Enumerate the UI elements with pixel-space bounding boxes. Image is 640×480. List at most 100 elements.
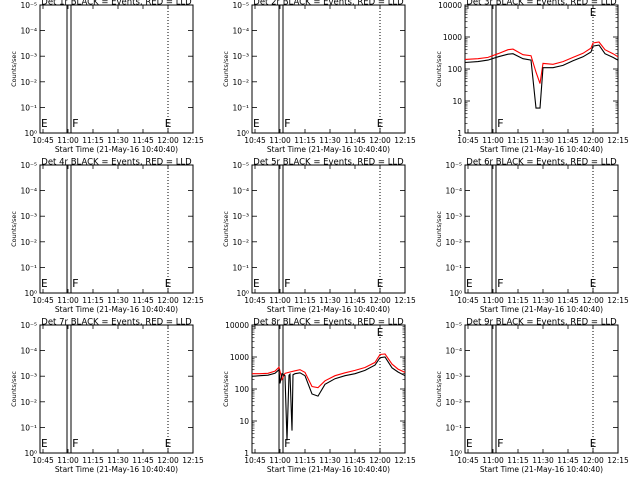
x-tick-label: 11:30 [532,296,554,305]
y-tick-label: 10⁰ [24,289,37,298]
y-axis-label: Counts/sec [10,211,18,247]
y-tick-label: 10⁻³ [20,212,37,221]
flag-e: E [165,117,172,130]
x-tick-label: 12:15 [182,456,204,465]
x-tick-label: 11:15 [507,136,529,145]
panel-title: Det 2r BLACK = Events, RED = LLD [253,0,404,8]
y-tick-label: 10⁻³ [445,212,462,221]
lld-series-line [464,41,619,84]
x-tick-label: 11:30 [107,136,129,145]
flag-e: E [590,277,597,290]
y-tick-label: 10⁰ [449,289,462,298]
x-axis-label: Start Time (21-May-16 10:40:40) [267,465,390,474]
events-series-line [251,356,406,441]
flag-e: E [377,117,384,130]
plot-frame [464,4,619,134]
x-tick-label: 11:00 [482,136,504,145]
flag-f: F [497,437,504,450]
x-tick-label: 11:45 [132,136,154,145]
y-tick-label: 10⁻³ [445,372,462,381]
flag-f: F [284,277,291,290]
x-tick-label: 11:00 [57,456,79,465]
y-tick-label: 10⁻² [445,398,462,407]
x-tick-label: 11:30 [107,296,129,305]
y-tick-label: 10⁻³ [20,372,37,381]
panel-title: Det 5r BLACK = Events, RED = LLD [253,158,404,168]
y-tick-label: 10⁻¹ [445,263,462,272]
x-axis-label: Start Time (21-May-16 10:40:40) [55,305,178,314]
flag-e: E [41,117,48,130]
flag-f: F [497,277,504,290]
x-tick-label: 11:30 [319,456,341,465]
plot-frame [464,324,619,454]
y-tick-label: 10000 [225,321,249,330]
flag-e: E [590,437,597,450]
x-axis-label: Start Time (21-May-16 10:40:40) [480,305,603,314]
y-tick-label: 10⁻² [20,238,37,247]
y-tick-label: 10⁻⁵ [232,1,249,10]
x-tick-label: 11:45 [132,296,154,305]
y-tick-label: 100 [235,385,250,394]
y-tick-label: 10⁻⁴ [20,347,37,356]
x-tick-label: 11:30 [532,456,554,465]
y-tick-label: 10⁻³ [20,52,37,61]
y-tick-label: 10⁻² [445,238,462,247]
x-tick-label: 11:00 [57,296,79,305]
x-axis-label: Start Time (21-May-16 10:40:40) [55,145,178,154]
x-tick-label: 11:45 [132,456,154,465]
plot-frame [464,164,619,294]
x-tick-label: 11:45 [557,136,579,145]
y-tick-label: 10⁻⁵ [20,1,37,10]
x-axis-label: Start Time (21-May-16 10:40:40) [267,305,390,314]
x-tick-label: 10:45 [457,456,479,465]
flag-e: E [253,117,260,130]
x-tick-label: 10:45 [32,136,54,145]
panel-title: Det 7r BLACK = Events, RED = LLD [41,318,192,328]
x-tick-label: 11:30 [319,296,341,305]
plot-frame [251,324,406,454]
x-tick-label: 12:00 [369,136,391,145]
y-tick-label: 10⁻³ [232,52,249,61]
x-axis-label: Start Time (21-May-16 10:40:40) [267,145,390,154]
x-tick-label: 12:15 [607,296,629,305]
y-tick-label: 10⁰ [449,449,462,458]
x-tick-label: 12:15 [607,136,629,145]
x-tick-label: 11:00 [482,296,504,305]
x-tick-label: 12:00 [582,456,604,465]
x-tick-label: 12:00 [582,296,604,305]
plot-frame [39,4,194,134]
flag-e: E [41,277,48,290]
x-tick-label: 11:30 [532,136,554,145]
y-tick-label: 10⁻⁴ [20,187,37,196]
flag-f: F [72,117,79,130]
y-tick-label: 10⁰ [236,289,249,298]
x-tick-label: 10:45 [457,136,479,145]
panel-det-1: Det 1r BLACK = Events, RED = LLD 10:45 11:… [10,0,204,154]
flag-f: F [72,437,79,450]
x-tick-label: 10:45 [32,296,54,305]
x-tick-label: 11:30 [319,136,341,145]
panel-title: Det 1r BLACK = Events, RED = LLD [41,0,192,8]
x-axis-label: Start Time (21-May-16 10:40:40) [480,145,603,154]
y-tick-label: 10⁻⁵ [232,161,249,170]
y-tick-label: 10⁻⁴ [232,27,249,36]
x-tick-label: 12:15 [182,296,204,305]
x-tick-label: 11:45 [344,296,366,305]
plot-frame [39,324,194,454]
y-tick-label: 10⁻¹ [20,103,37,112]
y-tick-label: 10⁻³ [232,212,249,221]
x-tick-label: 11:45 [344,456,366,465]
flag-e: E [590,6,597,19]
y-tick-label: 10⁻¹ [232,103,249,112]
x-tick-label: 11:45 [557,296,579,305]
x-tick-label: 12:15 [394,296,416,305]
y-tick-label: 10⁻² [20,78,37,87]
x-tick-label: 12:15 [607,456,629,465]
y-axis-label: Counts/sec [435,211,443,247]
flag-e: E [41,437,48,450]
x-tick-label: 11:00 [269,136,291,145]
